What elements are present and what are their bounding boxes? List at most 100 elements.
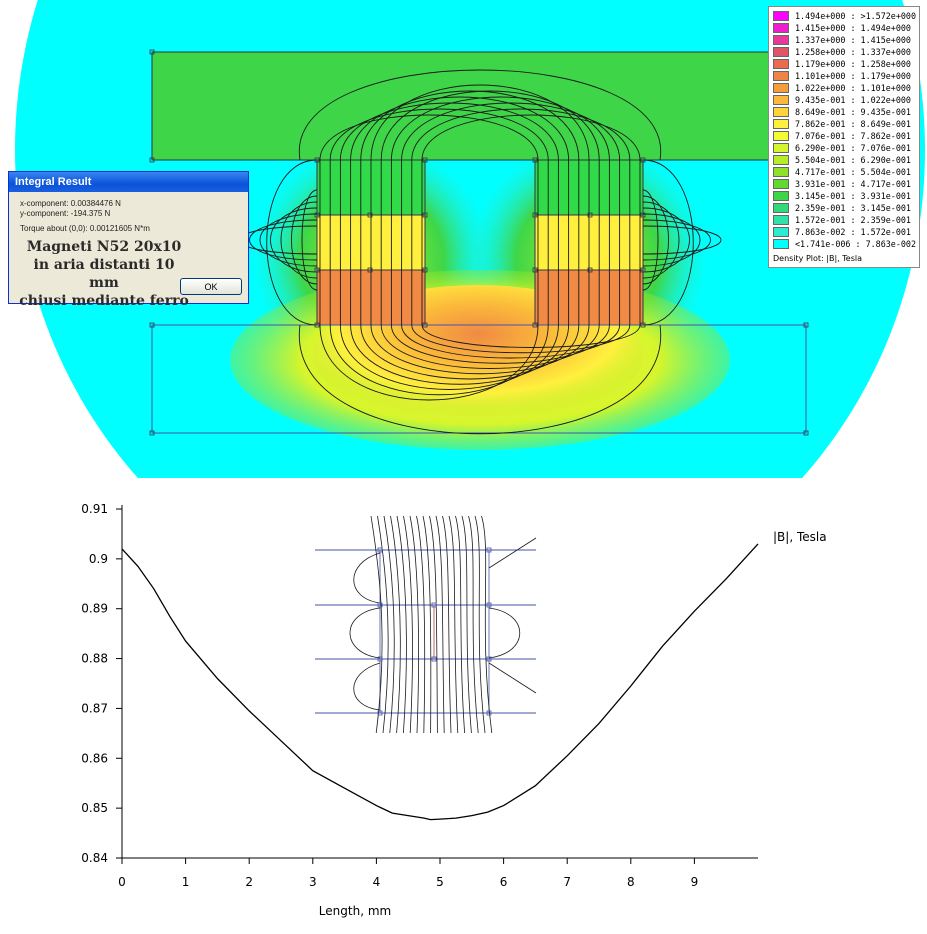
inset-flux-diagram [315, 515, 537, 734]
flux-line [390, 96, 610, 325]
legend-entry: 1.101e+000 : 1.179e+000 [773, 70, 911, 82]
flux-line [329, 108, 549, 325]
flux-line [642, 201, 680, 279]
inset-node [377, 710, 383, 716]
flux-line [350, 324, 570, 385]
flux-line [380, 90, 600, 325]
inset-flux-line [474, 515, 486, 734]
geometry-node [149, 430, 155, 436]
x-tick-label: 8 [627, 875, 635, 889]
inset-flux-line [455, 515, 465, 734]
field-plot-canvas [15, 0, 925, 478]
legend-entry: 1.494e+000 : >1.572e+000 [773, 10, 916, 22]
legend-label: 1.572e-001 : 2.359e-001 [795, 215, 911, 225]
y-tick-label: 0.85 [81, 801, 108, 815]
inset-flux-line [481, 515, 493, 734]
legend-title: Density Plot: |B|, Tesla [773, 254, 862, 263]
legend-label: 1.258e+000 : 1.337e+000 [795, 47, 911, 57]
geometry-node [532, 322, 538, 328]
geometry-node [803, 430, 809, 436]
geometry-node [367, 267, 373, 273]
legend-entry: 7.076e-001 : 7.862e-001 [773, 130, 911, 142]
inset-node [377, 602, 383, 608]
legend-label: <1.741e-006 : 7.863e-002 [795, 239, 917, 249]
x-tick-label: 7 [563, 875, 571, 889]
legend-swatch [773, 191, 789, 201]
inset-flux-line [488, 537, 537, 569]
ok-button[interactable]: OK [180, 278, 242, 295]
geometry-node [314, 212, 320, 218]
inset-flux-line [353, 662, 381, 711]
legend-label: 7.076e-001 : 7.862e-001 [795, 131, 911, 141]
geometry-node [640, 212, 646, 218]
inset-flux-line [396, 515, 407, 734]
flux-line [642, 159, 694, 326]
legend-swatch [773, 71, 789, 81]
legend-entry: 3.931e-001 : 4.717e-001 [773, 178, 911, 190]
legend-swatch [773, 23, 789, 33]
y-tick-label: 0.84 [81, 851, 108, 865]
inset-flux-line [488, 607, 521, 659]
inset-flux-line [448, 515, 459, 734]
geometry-node [640, 157, 646, 163]
inset-flux-line [435, 515, 445, 734]
geometry-node [532, 267, 538, 273]
geometry-node [640, 267, 646, 273]
y-tick-label: 0.88 [81, 652, 108, 666]
flux-line [299, 69, 661, 161]
legend-swatch [773, 239, 789, 249]
flux-line [642, 213, 701, 267]
flux-line [390, 324, 610, 364]
legend-swatch [773, 143, 789, 153]
inset-node [377, 656, 383, 662]
inset-flux-line [383, 515, 395, 734]
inset-flux-line [468, 515, 479, 734]
legend-swatch [773, 59, 789, 69]
legend-swatch [773, 227, 789, 237]
x-tick-label: 6 [500, 875, 508, 889]
geometry-node [803, 322, 809, 328]
flux-line [249, 219, 318, 261]
y-tick-label: 0.89 [81, 602, 108, 616]
note-line-1: Magneti N52 20x10 [26, 239, 182, 255]
inset-flux-line [461, 515, 472, 734]
x-tick-label: 2 [245, 875, 253, 889]
geometry-node [532, 212, 538, 218]
inset-node [431, 602, 437, 608]
legend-entry: 1.415e+000 : 1.494e+000 [773, 22, 911, 34]
series-label: |B|, Tesla [773, 530, 827, 544]
geometry-node [149, 157, 155, 163]
inset-flux-line [429, 515, 438, 734]
flux-line [642, 219, 711, 261]
chart-ticks: 0 1 2 3 4 5 6 7 8 9 0.84 0.85 0.86 0.87 0.88 0.89 0.9 0.9… [81, 502, 698, 889]
geometry-node [422, 212, 428, 218]
legend-entry: 7.862e-001 : 8.649e-001 [773, 118, 911, 130]
inset-flux-line [409, 515, 419, 734]
x-tick-label: 0 [118, 875, 126, 889]
y-component-text: y-component: -194.375 N [20, 209, 111, 218]
flux-line [299, 324, 661, 435]
legend-label: 9.435e-001 : 1.022e+000 [795, 95, 911, 105]
legend-swatch [773, 179, 789, 189]
legend-swatch [773, 155, 789, 165]
flux-line [270, 207, 318, 273]
legend-entry: 1.022e+000 : 1.101e+000 [773, 82, 911, 94]
geometry-node [314, 267, 320, 273]
y-tick-label: 0.86 [81, 751, 108, 765]
flux-line [291, 195, 318, 285]
legend-swatch [773, 35, 789, 45]
inset-flux-line [390, 515, 401, 734]
legend-entry: 8.649e-001 : 9.435e-001 [773, 106, 911, 118]
legend-swatch [773, 215, 789, 225]
inset-flux-line [377, 515, 389, 734]
geometry-node [422, 322, 428, 328]
legend-label: 2.359e-001 : 3.145e-001 [795, 203, 911, 213]
legend-swatch [773, 203, 789, 213]
geometry-node [587, 267, 593, 273]
chart-axes [121, 505, 758, 859]
dialog-titlebar[interactable]: Integral Result [9, 172, 248, 192]
legend-swatch [773, 11, 789, 21]
flux-line [401, 324, 621, 359]
legend-entry: 2.359e-001 : 3.145e-001 [773, 202, 911, 214]
inset-node [431, 656, 437, 662]
